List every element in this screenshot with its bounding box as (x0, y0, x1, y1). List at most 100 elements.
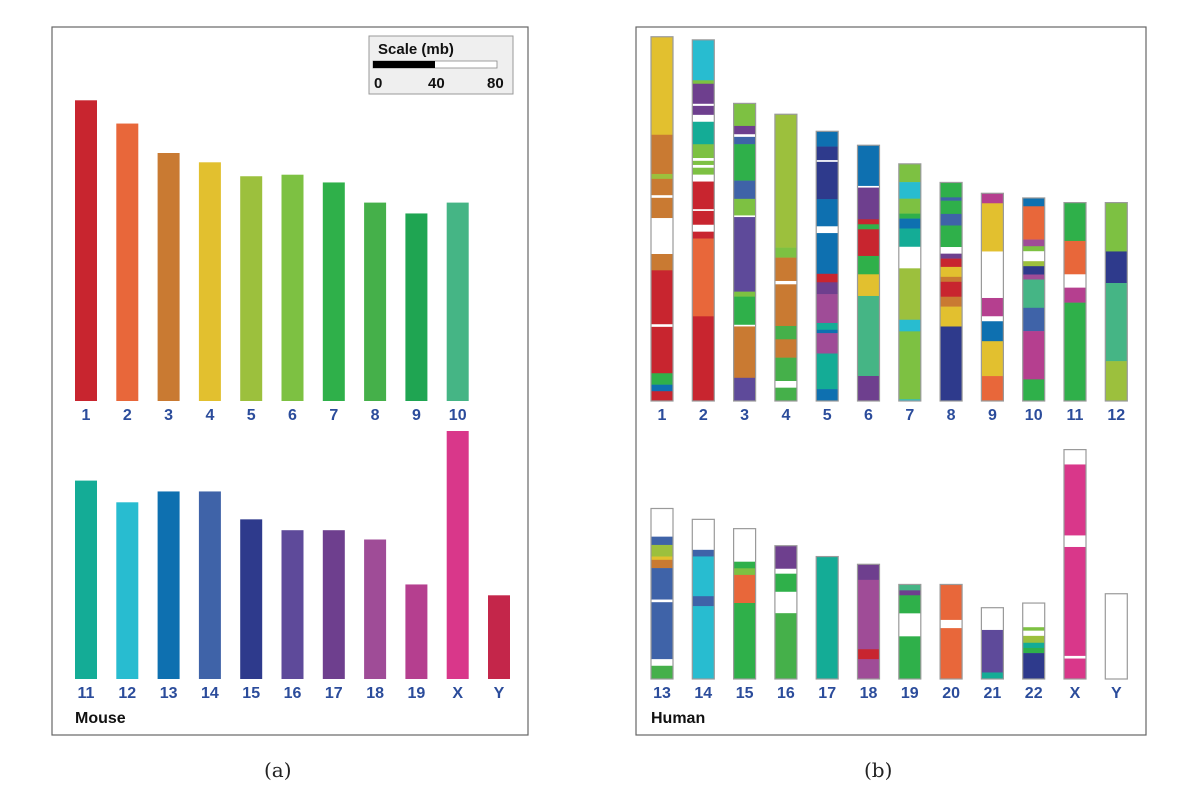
human-chromosome-4 (774, 113, 798, 402)
segment-mouse-chr-3 (774, 284, 797, 327)
human-chr-label-10: 10 (1025, 407, 1043, 424)
segment-mouse-chr-14 (692, 596, 715, 607)
segment-mouse-chr-19 (981, 297, 1004, 317)
segment-mouse-chr-4 (651, 556, 673, 561)
segment-mouse-chr-17 (857, 564, 880, 581)
chromosome-outline (1063, 449, 1087, 680)
human-chromosome-3 (732, 102, 757, 402)
segment-mouse-chr-X (1064, 464, 1086, 536)
human-chr-label-14: 14 (694, 685, 712, 702)
segment-mouse-chr-6 (692, 160, 715, 166)
segment-mouse-chr-6 (1022, 627, 1045, 631)
segment-mouse-chr-14 (651, 536, 673, 546)
human-chr-label-4: 4 (781, 407, 790, 424)
chromosome-outline (856, 563, 881, 680)
segment-mouse-chr-5 (651, 544, 673, 557)
segment-mouse-chr-6 (1105, 202, 1128, 252)
segment-mouse-chr-3 (651, 197, 673, 219)
panel-label-a: (a) (264, 758, 292, 782)
segment-mouse-chr-X (1064, 546, 1086, 657)
human-chr-label-16: 16 (777, 685, 795, 702)
human-chromosome-21 (980, 607, 1005, 680)
segment-mouse-chr-2 (940, 584, 963, 621)
human-chromosome-17 (815, 555, 839, 680)
segment-mouse-chr-13 (898, 218, 921, 229)
segment-mouse-chr-5 (1022, 635, 1045, 644)
unaligned-region (692, 114, 715, 123)
segment-mouse-chr-11 (1022, 642, 1045, 649)
scale-tick-0: 0 (374, 75, 382, 92)
segment-mouse-chr-3 (940, 296, 963, 307)
unaligned-region (1022, 603, 1045, 628)
segment-mouse-chr-16 (981, 629, 1004, 673)
segment-mouse-chr-7 (733, 602, 756, 680)
segment-mouse-chr-14 (692, 549, 715, 557)
segment-mouse-chr-18 (1022, 274, 1045, 280)
chromosome-outline (939, 181, 963, 402)
segment-mouse-chr-14 (651, 602, 673, 660)
human-chr-label-1: 1 (658, 407, 667, 424)
segment-mouse-chr-7 (857, 255, 880, 275)
segment-mouse-chr-15 (1105, 251, 1128, 284)
unaligned-region (1064, 655, 1086, 659)
segment-mouse-chr-2 (692, 238, 715, 317)
unaligned-region (651, 324, 673, 328)
unaligned-region (857, 185, 880, 188)
mouse-chr-label-7: 7 (329, 407, 338, 424)
segment-mouse-chr-7 (898, 213, 921, 219)
unaligned-region (692, 519, 715, 551)
segment-mouse-chr-7 (1022, 379, 1045, 402)
segment-mouse-chr-6 (692, 144, 715, 159)
unaligned-region (774, 380, 797, 388)
segment-mouse-chr-4 (940, 306, 963, 327)
chromosome-outline (774, 113, 798, 402)
segment-mouse-chr-7 (774, 573, 797, 593)
mouse-chromosome-12 (116, 502, 139, 679)
human-chr-label-Y: Y (1111, 685, 1122, 702)
segment-mouse-chr-8 (774, 357, 797, 382)
segment-mouse-chr-7 (940, 182, 963, 198)
mouse-chromosome-8 (364, 202, 387, 401)
segment-mouse-chr-1 (816, 273, 839, 283)
unaligned-region (692, 174, 715, 182)
human-chr-label-22: 22 (1025, 685, 1043, 702)
mouse-chromosome-1 (75, 100, 97, 402)
segment-mouse-chr-11 (981, 672, 1004, 680)
mouse-chromosome-16 (281, 530, 304, 679)
segment-mouse-chr-10 (1022, 279, 1045, 309)
unaligned-region (1105, 593, 1128, 680)
scale-legend: Scale (mb) 0 40 80 (368, 35, 514, 95)
mouse-chr-label-10: 10 (449, 407, 467, 424)
mouse-chr-label-14: 14 (201, 685, 219, 702)
segment-mouse-chr-1 (651, 326, 673, 374)
segment-mouse-chr-2 (1064, 240, 1086, 275)
segment-mouse-chr-11 (816, 322, 839, 331)
segment-mouse-chr-4 (981, 203, 1004, 252)
segment-mouse-chr-13 (1022, 197, 1045, 207)
mouse-chromosome-3 (157, 153, 180, 401)
segment-mouse-chr-1 (940, 258, 963, 268)
unaligned-region (774, 591, 797, 614)
human-chromosome-8 (939, 181, 963, 402)
mouse-chromosome-6 (281, 174, 304, 401)
human-chr-label-21: 21 (984, 685, 1002, 702)
segment-mouse-chr-17 (857, 375, 880, 402)
human-chromosome-13 (650, 507, 674, 680)
chromosome-outline (980, 192, 1005, 402)
segment-mouse-chr-2 (940, 628, 963, 680)
segment-mouse-chr-19 (1022, 331, 1045, 380)
segment-mouse-chr-7 (898, 595, 921, 614)
unaligned-region (981, 251, 1004, 299)
human-chromosome-1 (650, 36, 674, 402)
chromosome-outline (856, 144, 881, 402)
chromosome-outline (650, 36, 674, 402)
segment-mouse-chr-18 (816, 333, 839, 354)
segment-mouse-chr-12 (898, 319, 921, 332)
unaligned-region (1064, 449, 1086, 465)
segment-mouse-chr-12 (692, 39, 715, 81)
segment-mouse-chr-1 (857, 649, 880, 660)
human-chr-label-X: X (1070, 685, 1081, 702)
segment-mouse-chr-13 (981, 321, 1004, 342)
mouse-chromosome-Y (488, 595, 510, 679)
unaligned-region (651, 218, 673, 255)
